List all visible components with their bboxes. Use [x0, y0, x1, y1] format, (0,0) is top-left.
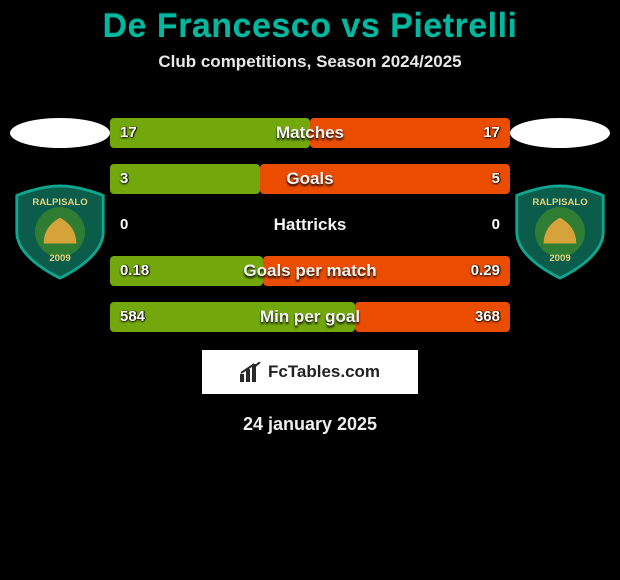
nation-ellipse-left: [10, 118, 110, 148]
svg-text:RALPISALO: RALPISALO: [532, 197, 588, 208]
stat-row: 584Min per goal368: [110, 302, 510, 332]
player-left-col: RALPISALO 2009: [0, 118, 120, 285]
logo-text: FcTables.com: [268, 362, 380, 382]
stat-label: Min per goal: [110, 302, 510, 332]
svg-text:2009: 2009: [549, 253, 570, 264]
stat-row: 0.18Goals per match0.29: [110, 256, 510, 286]
stat-label: Hattricks: [110, 210, 510, 240]
fctables-logo: FcTables.com: [202, 350, 418, 394]
stat-row: 17Matches17: [110, 118, 510, 148]
stats-bars: 17Matches17 3Goals5 0Hattricks0 0.18Goals p…: [110, 118, 510, 332]
stat-value-right: 0: [492, 210, 500, 240]
club-badge-left: RALPISALO 2009: [12, 184, 108, 285]
stat-row: 3Goals5: [110, 164, 510, 194]
club-badge-right: RALPISALO 2009: [512, 184, 608, 285]
snapshot-date: 24 january 2025: [0, 414, 620, 435]
stat-label: Goals per match: [110, 256, 510, 286]
player-right-col: RALPISALO 2009: [500, 118, 620, 285]
nation-ellipse-right: [510, 118, 610, 148]
svg-text:2009: 2009: [49, 253, 70, 264]
svg-text:RALPISALO: RALPISALO: [32, 197, 88, 208]
page-title: De Francesco vs Pietrelli: [0, 0, 620, 46]
stat-value-right: 368: [475, 302, 500, 332]
stat-label: Matches: [110, 118, 510, 148]
stat-value-right: 0.29: [471, 256, 500, 286]
stat-value-right: 17: [483, 118, 500, 148]
stat-label: Goals: [110, 164, 510, 194]
stat-value-right: 5: [492, 164, 500, 194]
subtitle: Club competitions, Season 2024/2025: [0, 52, 620, 72]
stat-row: 0Hattricks0: [110, 210, 510, 240]
